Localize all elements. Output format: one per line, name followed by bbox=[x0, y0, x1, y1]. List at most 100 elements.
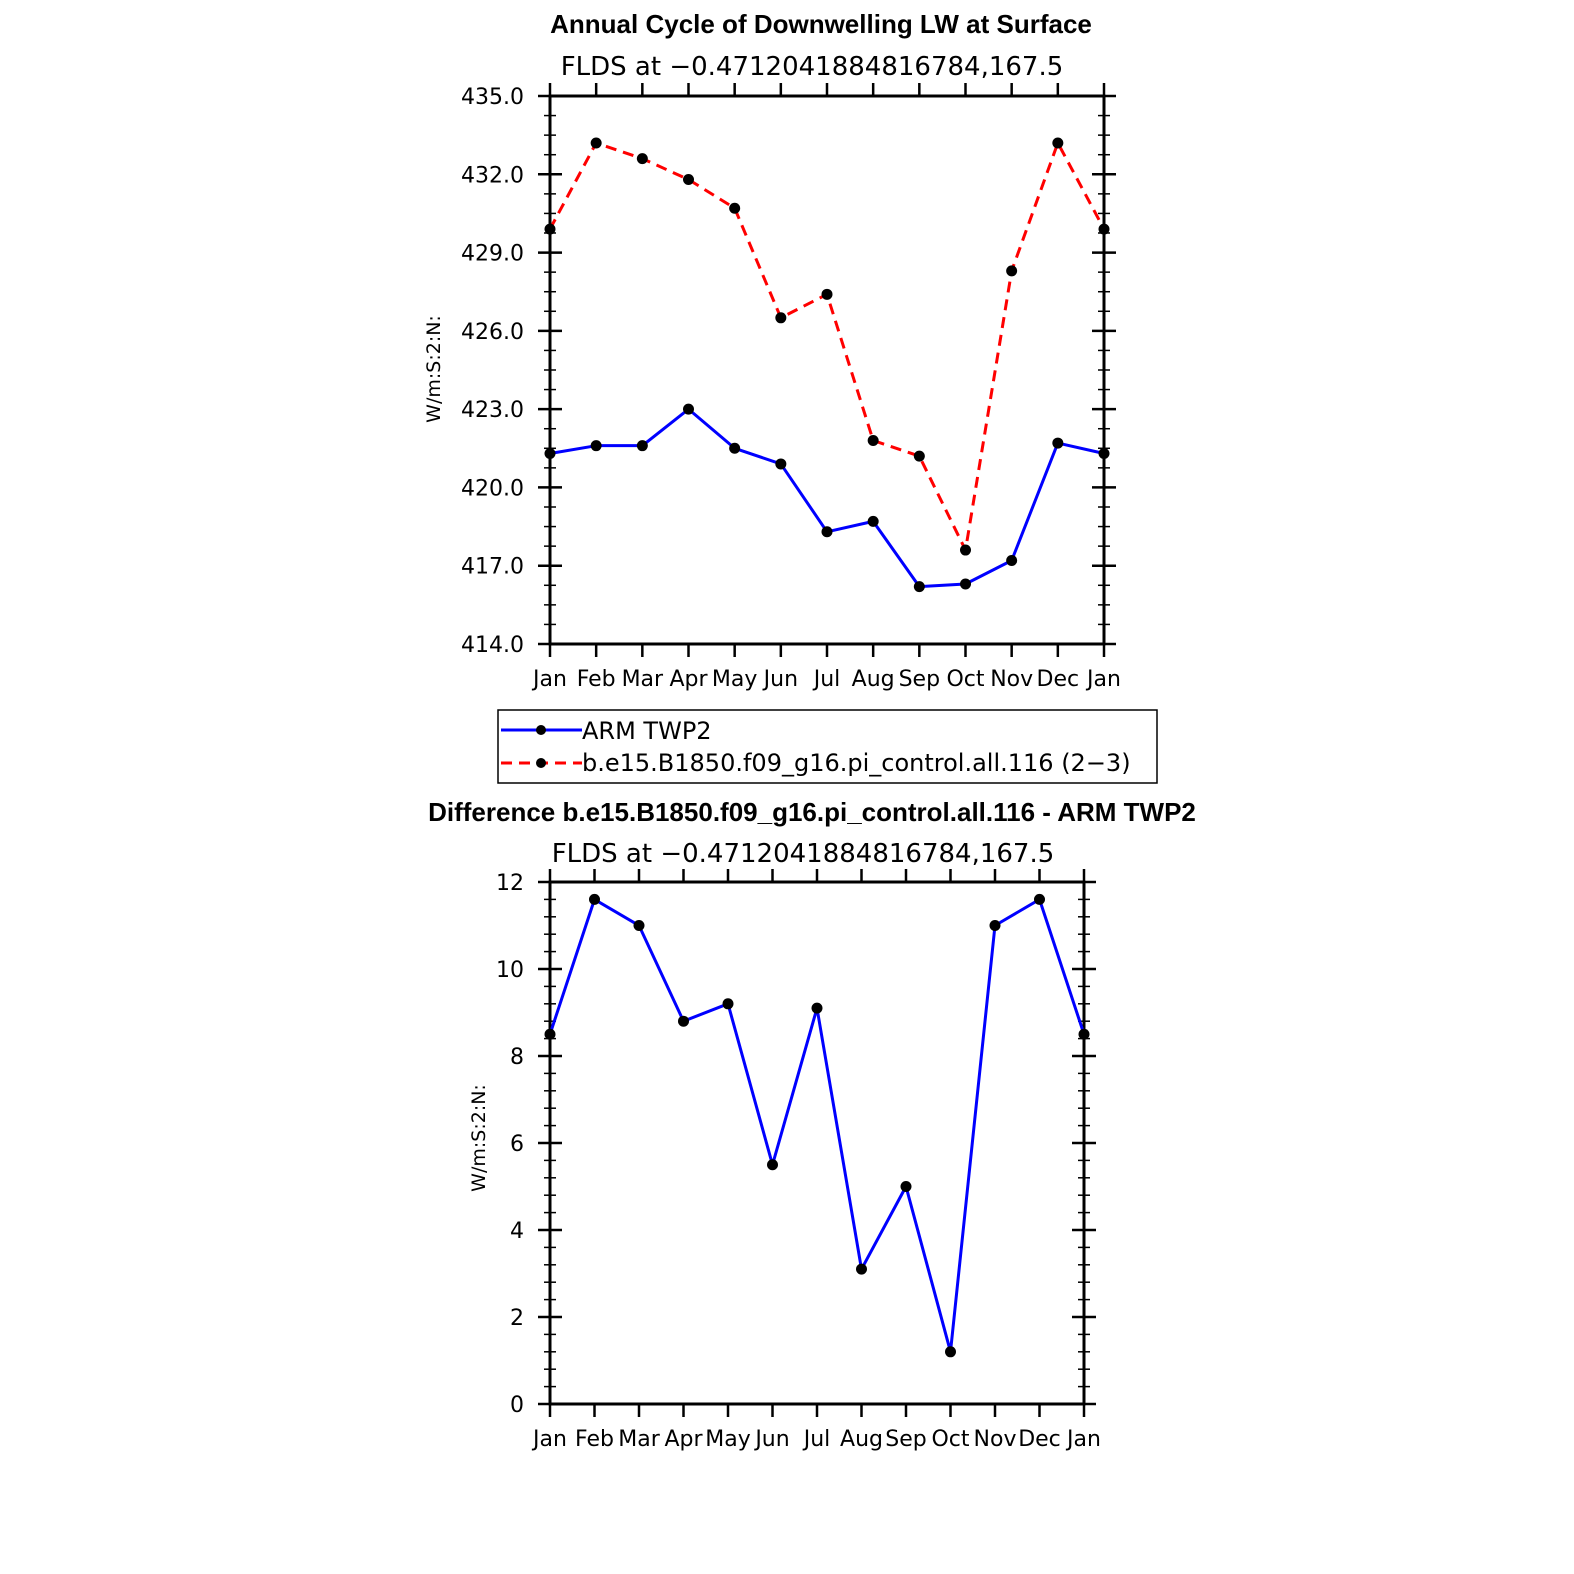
y-axis-label: W/m:S:2:N: bbox=[468, 1084, 490, 1192]
series-line bbox=[549, 407, 1105, 589]
x-tick-label: Jun bbox=[753, 1427, 789, 1452]
data-point bbox=[945, 1346, 956, 1358]
y-tick-label: 6 bbox=[510, 1132, 524, 1157]
plot-frame bbox=[548, 94, 1106, 646]
data-point bbox=[1098, 223, 1110, 235]
chart-title: Annual Cycle of Downwelling LW at Surfac… bbox=[550, 9, 1092, 39]
y-tick-label: 432.0 bbox=[461, 163, 524, 188]
data-point bbox=[775, 458, 787, 470]
x-tick-label: Jan bbox=[531, 1427, 567, 1452]
x-tick-label: Nov bbox=[974, 1427, 1017, 1452]
legend-marker-model bbox=[536, 758, 546, 768]
data-point bbox=[1006, 265, 1018, 277]
x-tick-label: Dec bbox=[1018, 1427, 1061, 1452]
x-tick-labels: Jan Feb Mar Apr May Jun Jul Aug Sep Oct Nov Dec Jan bbox=[531, 1427, 1101, 1452]
data-point bbox=[633, 920, 645, 931]
data-point bbox=[767, 1159, 778, 1171]
x-tick-label: Dec bbox=[1037, 667, 1080, 692]
data-point bbox=[683, 403, 694, 415]
data-point bbox=[683, 174, 694, 186]
chart-title: Difference b.e15.B1850.f09_g16.pi_contro… bbox=[428, 797, 1196, 827]
legend-box bbox=[497, 709, 1158, 784]
annual-cycle-chart: Annual Cycle of Downwelling LW at Surfac… bbox=[423, 9, 1121, 692]
data-point bbox=[590, 440, 602, 452]
x-tick-label: Jun bbox=[762, 667, 798, 692]
y-tick-label: 423.0 bbox=[461, 398, 524, 423]
x-tick-label: Mar bbox=[618, 1427, 660, 1452]
x-tick-label: May bbox=[705, 1427, 750, 1452]
difference-chart: Difference b.e15.B1850.f09_g16.pi_contro… bbox=[428, 797, 1196, 1452]
y-tick-label: 12 bbox=[496, 871, 524, 896]
y-axis-label: W/m:S:2:N: bbox=[423, 315, 445, 423]
x-tick-label: Apr bbox=[669, 667, 708, 692]
data-point bbox=[729, 202, 741, 214]
x-tick-label: Nov bbox=[990, 667, 1033, 692]
data-point bbox=[913, 581, 925, 593]
y-tick-label: 8 bbox=[510, 1045, 524, 1070]
series-line bbox=[548, 141, 1106, 552]
data-point bbox=[821, 288, 833, 300]
x-tick-label: Oct bbox=[946, 667, 984, 692]
data-point bbox=[913, 450, 925, 462]
y-tick-label: 426.0 bbox=[461, 320, 524, 345]
data-point bbox=[544, 448, 556, 460]
data-point bbox=[811, 1002, 823, 1014]
y-tick-label: 435.0 bbox=[461, 85, 524, 110]
x-tick-label: Jul bbox=[802, 1427, 831, 1452]
y-tick-label: 0 bbox=[510, 1393, 524, 1418]
axis-ticks bbox=[538, 869, 1096, 1417]
x-tick-label: Sep bbox=[885, 1427, 926, 1452]
data-point bbox=[867, 515, 879, 527]
x-tick-label: Oct bbox=[931, 1427, 969, 1452]
x-tick-label: Feb bbox=[575, 1427, 614, 1452]
data-point bbox=[1052, 137, 1064, 149]
data-point bbox=[960, 578, 971, 590]
series-line bbox=[548, 897, 1086, 1354]
legend: ARM TWP2 b.e15.B1850.f09_g16.pi_control.… bbox=[497, 709, 1158, 784]
x-tick-label: Apr bbox=[664, 1427, 703, 1452]
y-tick-label: 417.0 bbox=[461, 555, 524, 580]
data-point bbox=[1034, 893, 1045, 905]
data-point bbox=[856, 1263, 867, 1275]
x-tick-label: Sep bbox=[899, 667, 940, 692]
legend-label-arm: ARM TWP2 bbox=[582, 717, 712, 745]
data-point bbox=[722, 998, 734, 1010]
x-tick-label: Jan bbox=[531, 667, 567, 692]
y-tick-label: 429.0 bbox=[461, 242, 524, 267]
y-tick-label: 414.0 bbox=[461, 633, 524, 658]
data-point bbox=[900, 1181, 912, 1192]
data-point bbox=[960, 544, 971, 556]
data-point bbox=[589, 893, 600, 905]
data-point bbox=[590, 137, 602, 149]
x-tick-label: Jul bbox=[812, 667, 841, 692]
plot-frame bbox=[548, 880, 1086, 1406]
data-point bbox=[544, 223, 556, 235]
data-point bbox=[544, 1028, 556, 1040]
y-tick-label: 10 bbox=[496, 958, 524, 983]
x-tick-label: Jan bbox=[1065, 1427, 1101, 1452]
x-tick-label: Feb bbox=[577, 667, 616, 692]
series-layer bbox=[544, 137, 1110, 593]
series-layer bbox=[544, 893, 1090, 1358]
data-point bbox=[636, 153, 648, 165]
data-point bbox=[1098, 448, 1110, 460]
y-tick-label: 420.0 bbox=[461, 476, 524, 501]
chart-subtitle: FLDS at −0.4712041884816784,167.5 bbox=[561, 52, 1064, 82]
data-point bbox=[678, 1015, 689, 1027]
data-point bbox=[989, 920, 1001, 931]
x-tick-label: Jan bbox=[1085, 667, 1121, 692]
data-point bbox=[729, 442, 741, 454]
data-point bbox=[1006, 554, 1018, 566]
x-tick-label: Aug bbox=[840, 1427, 883, 1452]
legend-label-model: b.e15.B1850.f09_g16.pi_control.all.116 (… bbox=[582, 749, 1131, 777]
x-tick-label: Aug bbox=[852, 667, 895, 692]
y-tick-labels: 0 2 4 6 8 10 12 bbox=[496, 871, 524, 1418]
data-point bbox=[1052, 437, 1064, 449]
legend-marker-arm bbox=[536, 725, 546, 735]
x-tick-labels: Jan Feb Mar Apr May Jun Jul Aug Sep Oct Nov Dec Jan bbox=[531, 667, 1121, 692]
data-point bbox=[1078, 1028, 1090, 1040]
data-point bbox=[636, 440, 648, 452]
y-tick-label: 4 bbox=[510, 1219, 524, 1244]
y-tick-labels: 414.0 417.0 420.0 423.0 426.0 429.0 432.0 435.0 bbox=[461, 85, 524, 658]
